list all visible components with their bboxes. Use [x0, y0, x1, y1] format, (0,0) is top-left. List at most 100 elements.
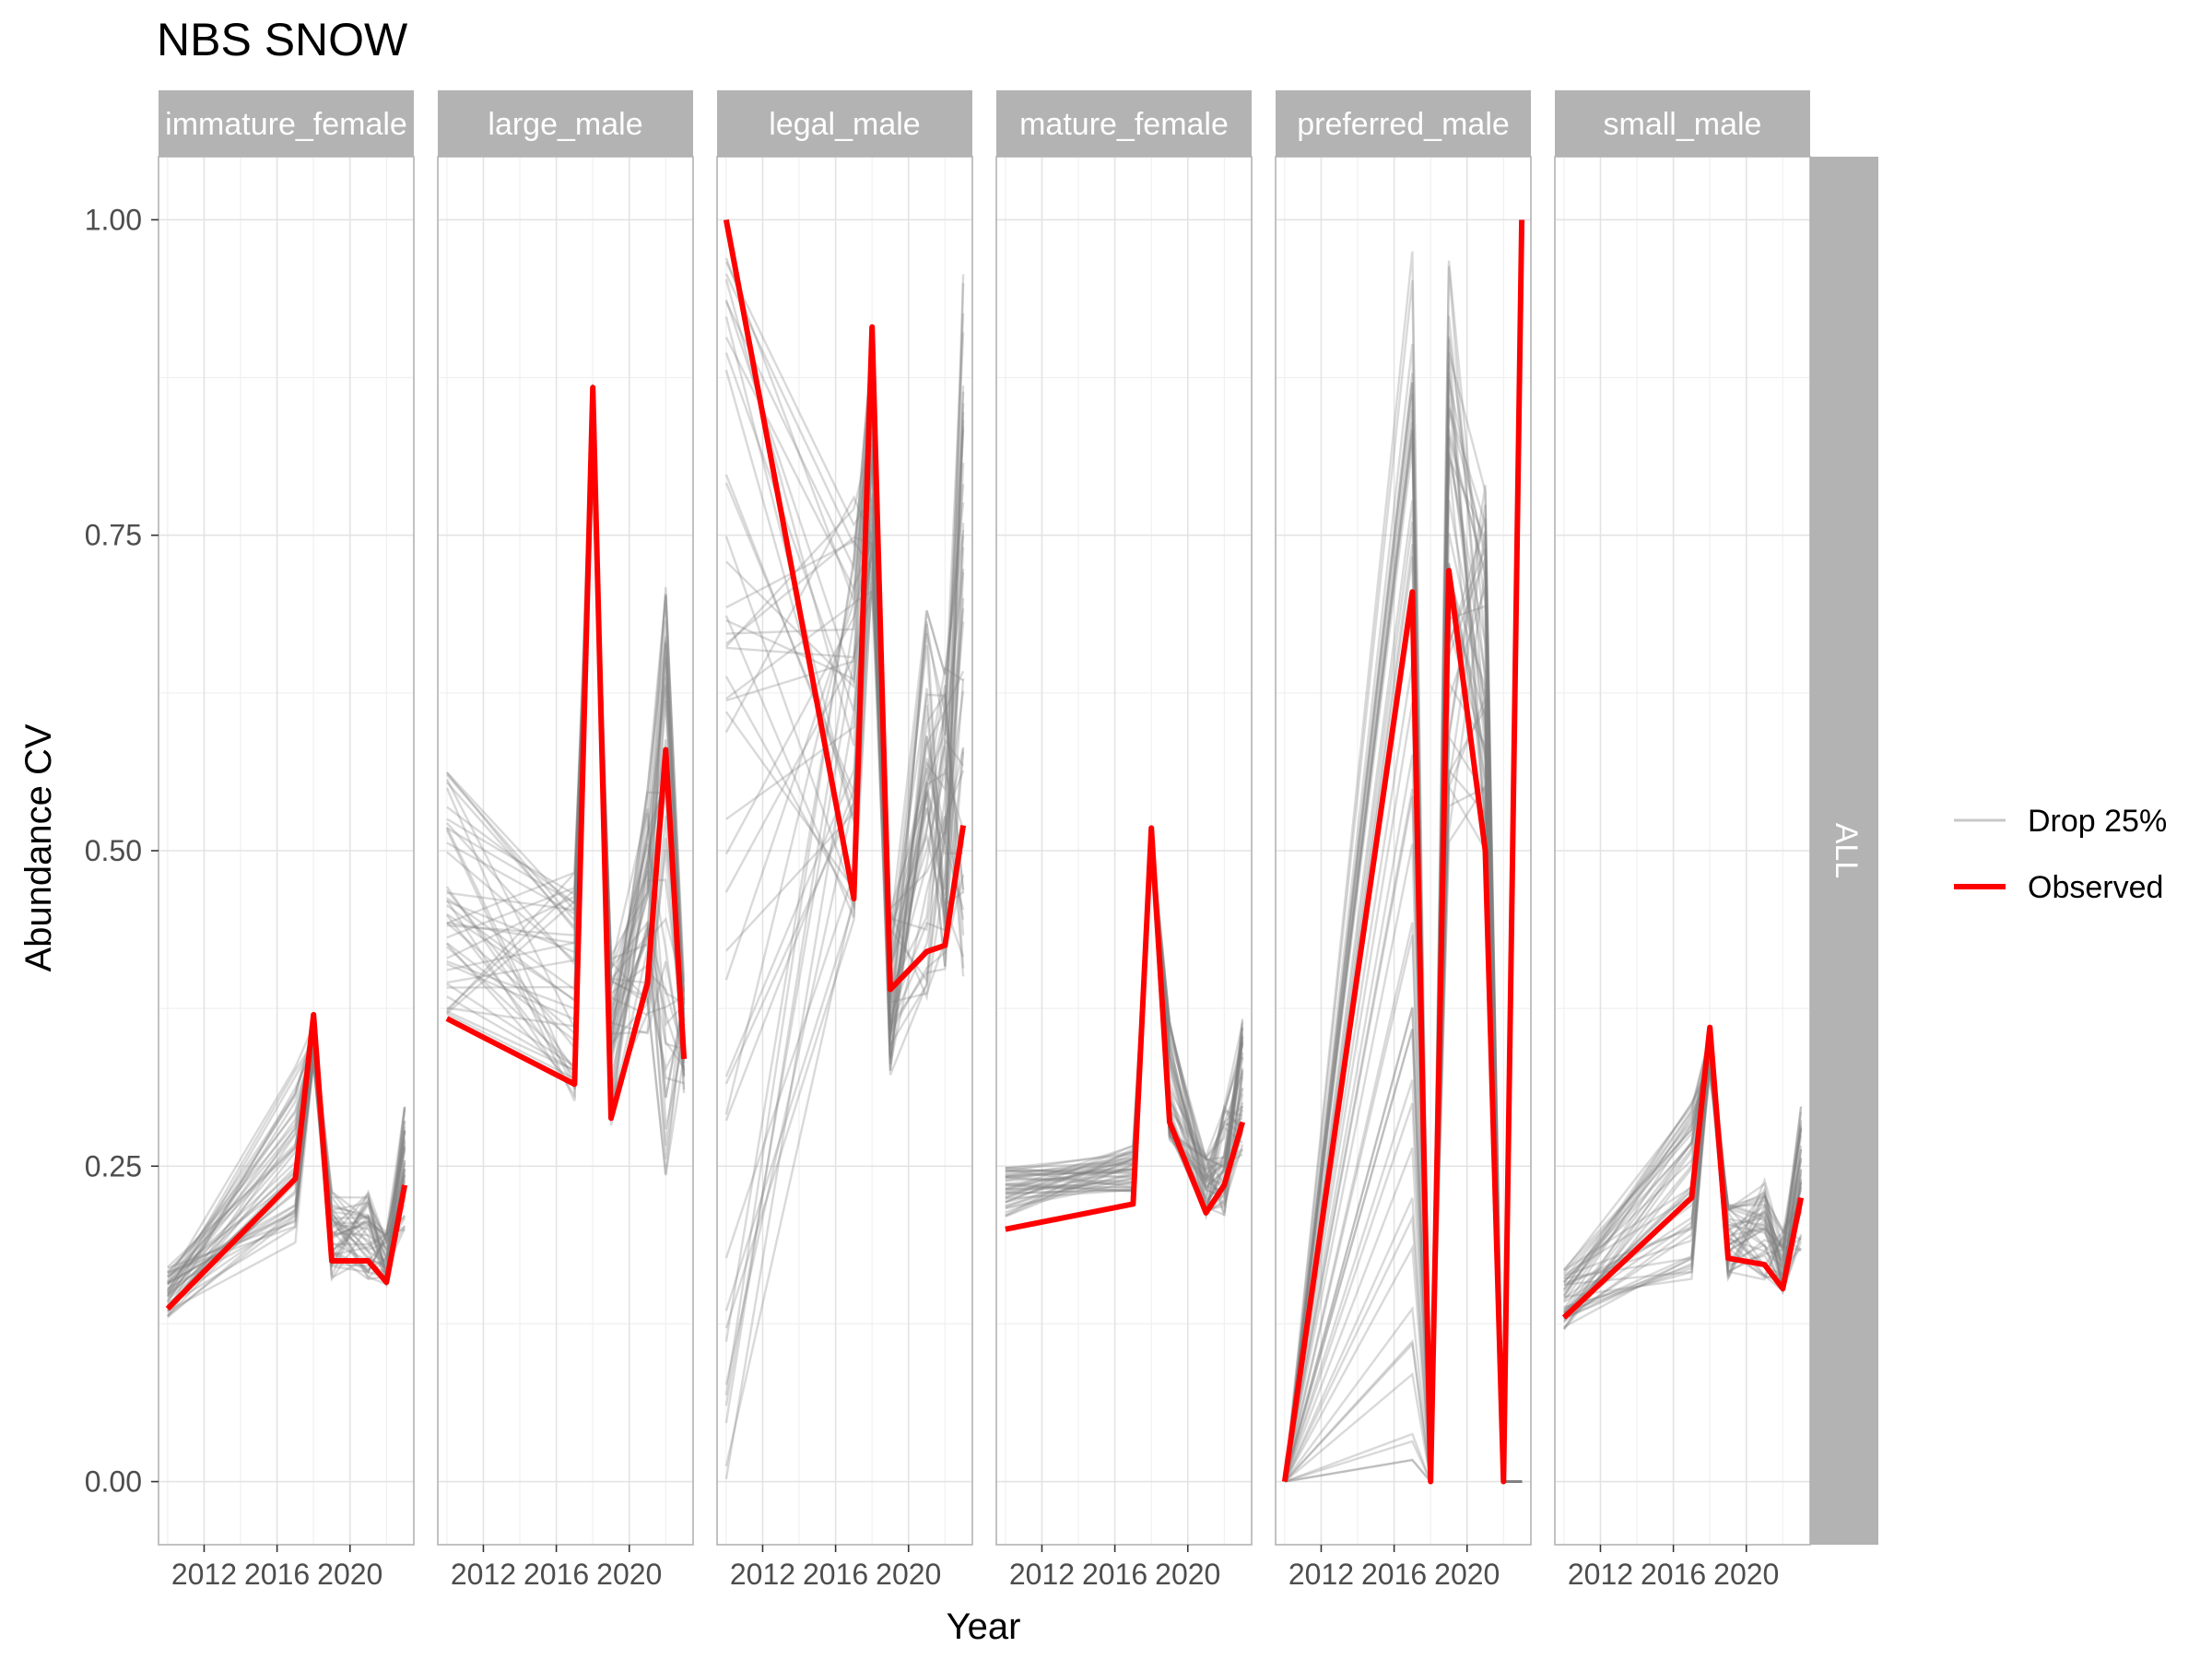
- resample-line: [724, 273, 965, 1035]
- y-tick-label: 0.00: [85, 1465, 142, 1499]
- resample-line: [1005, 852, 1244, 1192]
- resample-line: [1005, 853, 1244, 1193]
- resample-line: [166, 1023, 406, 1274]
- resample-line: [1005, 841, 1244, 1188]
- resample-line: [167, 1032, 406, 1286]
- y-tick-label: 0.50: [85, 834, 142, 867]
- resample-line: [724, 278, 965, 1027]
- resample-line: [724, 589, 965, 1036]
- resample-line: [1005, 841, 1244, 1198]
- resample-line: [724, 402, 965, 1009]
- resample-line: [1563, 1059, 1803, 1300]
- resample-line: [1005, 843, 1244, 1200]
- resample-line: [1005, 838, 1244, 1186]
- resample-line: [1005, 862, 1243, 1191]
- x-tick-label: 2012: [1009, 1558, 1075, 1591]
- resample-line: [1005, 841, 1244, 1203]
- facet-strip: [996, 90, 1252, 157]
- resample-line: [1005, 854, 1244, 1196]
- resample-line: [167, 1062, 406, 1304]
- resample-line: [446, 428, 686, 1159]
- facet-panel: immature_female 2012 2016 2020: [158, 90, 415, 1591]
- x-tick-label: 2016: [1361, 1558, 1427, 1591]
- x-tick-label: 2020: [596, 1558, 662, 1591]
- x-tick-label: 2012: [1568, 1558, 1633, 1591]
- resample-line: [166, 1033, 406, 1291]
- resample-line: [166, 1038, 406, 1293]
- facet-strip: [717, 90, 972, 157]
- resample-line: [724, 386, 965, 1406]
- observed-line: [165, 1012, 408, 1312]
- x-tick-label: 2016: [1082, 1558, 1147, 1591]
- facet-strip-label: legal_male: [769, 107, 920, 142]
- resample-line: [1562, 1060, 1803, 1293]
- observed-line: [445, 384, 688, 1122]
- observed-line: [1005, 825, 1245, 1232]
- resample-line: [446, 446, 686, 1010]
- resample-line: [166, 1049, 406, 1297]
- facet-strip: [438, 90, 693, 157]
- resample-line: [167, 1054, 406, 1289]
- x-tick-label: 2012: [451, 1558, 516, 1591]
- resample-lines: [724, 257, 965, 1479]
- resample-line: [725, 548, 965, 1065]
- y-axis: 0.00 0.25 0.50 0.75 1.00: [85, 203, 159, 1499]
- x-tick-label: 2020: [876, 1558, 941, 1591]
- facet-strip-label: mature_female: [1019, 107, 1229, 142]
- x-tick-label: 2016: [244, 1558, 310, 1591]
- resample-line: [1563, 1044, 1803, 1280]
- legend: Drop 25% Observed: [1954, 804, 2167, 905]
- resample-line: [1005, 839, 1244, 1192]
- facet-strip-label: immature_female: [165, 107, 407, 142]
- resample-line: [724, 343, 965, 1395]
- resample-line: [166, 1036, 406, 1285]
- facet-strip-label: small_male: [1604, 107, 1762, 142]
- resample-line: [1005, 837, 1244, 1204]
- facet-strip: [1555, 90, 1810, 157]
- panel-border: [716, 156, 973, 1546]
- facet-strip: [1276, 90, 1531, 157]
- resample-line: [446, 416, 686, 1090]
- gridlines: [438, 157, 693, 1545]
- resample-line: [445, 469, 686, 1090]
- x-tick-label: 2020: [1434, 1558, 1500, 1591]
- observed-line: [1561, 1024, 1805, 1320]
- chart-title: NBS SNOW: [157, 14, 408, 65]
- x-tick-label: 2012: [171, 1558, 237, 1591]
- facet-strip-label: large_male: [488, 107, 642, 142]
- resample-line: [1563, 1064, 1803, 1320]
- resample-line: [167, 1064, 406, 1273]
- resample-line: [1005, 846, 1244, 1200]
- x-tick-label: 2016: [1641, 1558, 1706, 1591]
- resample-line: [1562, 1036, 1803, 1272]
- resample-line: [1005, 830, 1244, 1195]
- resample-line: [167, 1058, 406, 1312]
- x-tick-label: 2016: [803, 1558, 868, 1591]
- gridlines: [996, 157, 1252, 1545]
- resample-line: [724, 392, 965, 1039]
- resample-line: [1005, 840, 1244, 1194]
- x-axis-label: Year: [947, 1606, 1021, 1647]
- resample-line: [1005, 851, 1244, 1194]
- resample-line: [725, 499, 965, 1039]
- x-tick-label: 2012: [730, 1558, 795, 1591]
- facet-panel: mature_female 2012 2016 2020: [995, 90, 1253, 1591]
- resample-line: [167, 1030, 406, 1307]
- resample-line: [446, 385, 686, 1076]
- resample-line: [1005, 849, 1244, 1189]
- resample-lines: [445, 383, 686, 1176]
- panel-border: [437, 156, 694, 1546]
- resample-line: [446, 468, 686, 1176]
- resample-line: [446, 383, 685, 1085]
- resample-line: [445, 443, 686, 1071]
- resample-line: [724, 257, 965, 1000]
- resample-line: [724, 530, 965, 1065]
- legend-label: Observed: [2028, 870, 2163, 905]
- observed-line: [1281, 219, 1525, 1485]
- y-tick-label: 0.75: [85, 519, 142, 552]
- resample-line: [1562, 1058, 1802, 1298]
- facet-strip-right-box: [1810, 157, 1878, 1545]
- y-tick-label: 0.25: [85, 1149, 142, 1182]
